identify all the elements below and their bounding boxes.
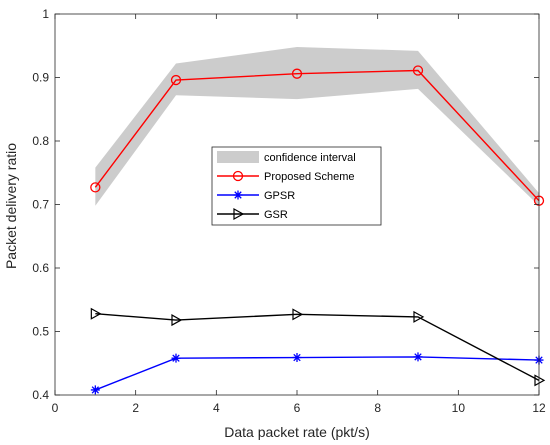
data-point-2-3 xyxy=(413,310,425,323)
y-tick-label: 0.6 xyxy=(32,261,49,275)
series-1 xyxy=(90,352,544,395)
legend-marker-2 xyxy=(233,207,245,221)
y-tick-label: 0.8 xyxy=(32,134,49,148)
data-point-0-0 xyxy=(90,182,101,193)
series-line-0 xyxy=(94,69,540,202)
legend-label-confidence: confidence interval xyxy=(264,152,356,164)
data-point-1-0 xyxy=(90,385,100,395)
plot-area: 0 2 4 6 8 10 12 0.4 0.5 0.6 0.7 0.8 0.9 1 xyxy=(32,7,546,415)
data-point-1-2 xyxy=(292,353,302,363)
legend-marker-1 xyxy=(233,190,243,200)
x-tick-label: 2 xyxy=(132,401,139,415)
data-point-0-2 xyxy=(291,68,303,79)
x-tick-label: 10 xyxy=(452,401,466,415)
legend-label-0: Proposed Scheme xyxy=(264,171,355,183)
y-tick-label: 0.4 xyxy=(32,388,49,402)
y-tick-label: 0.7 xyxy=(32,198,49,212)
legend-label-1: GPSR xyxy=(264,190,295,202)
data-point-0-1 xyxy=(170,74,182,86)
x-tick-label: 4 xyxy=(213,401,220,415)
series-line-2 xyxy=(95,313,540,382)
x-axis-title: Data packet rate (pkt/s) xyxy=(224,424,370,440)
series-2 xyxy=(90,307,546,387)
data-point-2-2 xyxy=(292,308,304,321)
x-tick-label: 8 xyxy=(374,401,381,415)
y-tick-label: 1 xyxy=(42,7,49,21)
legend-marker-0 xyxy=(232,170,244,182)
x-tick-label: 0 xyxy=(52,401,59,415)
data-point-1-1 xyxy=(171,353,181,363)
data-point-2-4 xyxy=(534,374,546,387)
y-tick-label: 0.9 xyxy=(32,71,49,85)
legend-swatch-confidence xyxy=(217,151,259,163)
x-tick-label: 6 xyxy=(294,401,301,415)
confidence-band xyxy=(95,47,539,206)
data-point-0-3 xyxy=(412,65,424,76)
legend-label-2: GSR xyxy=(264,209,288,221)
data-point-2-0 xyxy=(90,307,102,320)
data-point-1-3 xyxy=(413,352,423,362)
x-tick-label: 12 xyxy=(532,401,546,415)
legend: confidence interval Proposed Scheme GPSR GS… xyxy=(211,146,382,226)
data-point-2-1 xyxy=(171,314,183,327)
y-tick-label: 0.5 xyxy=(32,325,49,339)
y-axis-title: Packet delivery ratio xyxy=(3,143,19,269)
